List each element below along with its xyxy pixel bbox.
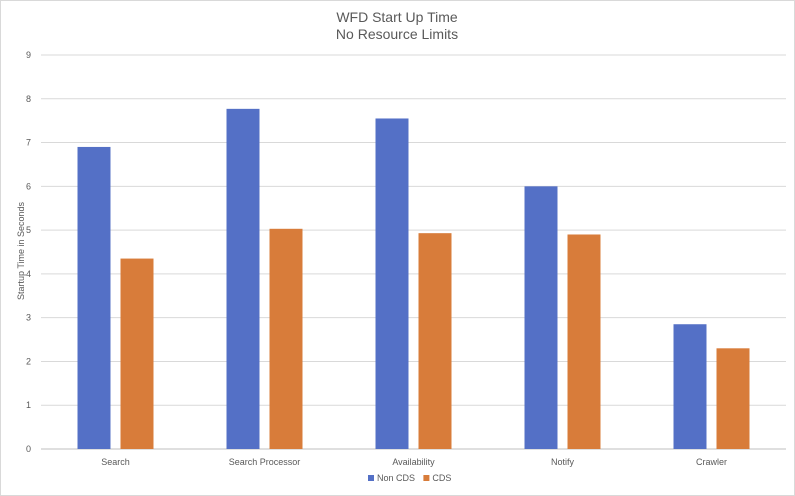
bar-cds — [418, 233, 452, 449]
x-tick-label: Crawler — [696, 457, 727, 467]
y-tick-label: 5 — [26, 225, 31, 235]
y-tick-label: 4 — [26, 269, 31, 279]
gridlines — [41, 54, 786, 450]
legend: Non CDS CDS — [368, 473, 451, 483]
legend-label: CDS — [432, 473, 451, 483]
x-tick-label: Search — [101, 457, 130, 467]
y-tick-label: 0 — [26, 444, 31, 454]
bar-cds — [567, 234, 601, 449]
y-tick-label: 1 — [26, 400, 31, 410]
bar-non-cds — [524, 186, 558, 450]
bar-non-cds — [375, 118, 409, 449]
bar-non-cds — [673, 324, 707, 449]
x-tick-label: Notify — [551, 457, 575, 467]
legend-swatch — [368, 475, 374, 481]
y-tick-label: 8 — [26, 94, 31, 104]
y-tick-label: 3 — [26, 313, 31, 323]
x-axis-ticks: Search Search Processor Availability Notify… — [101, 457, 727, 467]
legend-swatch — [423, 475, 430, 481]
y-tick-label: 9 — [26, 50, 31, 60]
y-tick-label: 6 — [26, 181, 31, 191]
x-tick-label: Availability — [392, 457, 435, 467]
legend-label: Non CDS — [377, 473, 415, 483]
bar-cds — [716, 348, 750, 449]
bar-cds — [269, 228, 303, 449]
bar-non-cds — [77, 146, 111, 449]
y-tick-label: 2 — [26, 356, 31, 366]
chart-title: WFD Start Up Time — [336, 9, 458, 25]
y-axis-ticks: 0 1 2 3 4 5 6 7 8 9 — [26, 50, 31, 454]
bar-cds — [120, 258, 154, 449]
y-tick-label: 7 — [26, 138, 31, 148]
y-axis-title: Startup Time in Seconds — [16, 201, 26, 300]
chart-subtitle: No Resource Limits — [336, 26, 458, 42]
bar-non-cds — [226, 108, 260, 449]
x-tick-label: Search Processor — [229, 457, 301, 467]
bars — [77, 108, 750, 450]
